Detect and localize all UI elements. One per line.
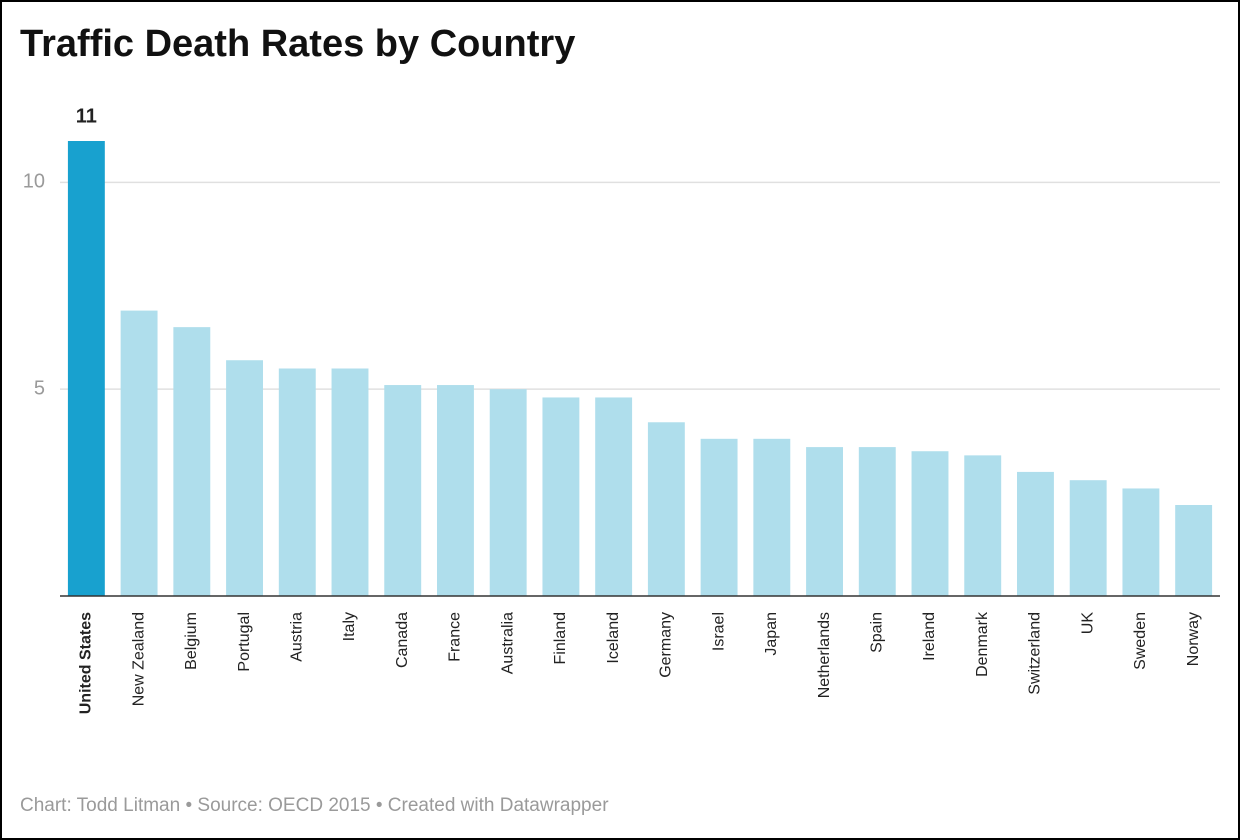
bar bbox=[489, 389, 527, 596]
x-tick-label: Belgium bbox=[183, 612, 200, 670]
x-tick-label: Sweden bbox=[1132, 612, 1149, 670]
x-tick-label: Israel bbox=[710, 612, 727, 651]
x-tick-label: Australia bbox=[499, 612, 516, 674]
bar bbox=[858, 447, 896, 596]
y-tick-label: 10 bbox=[23, 171, 45, 193]
bar bbox=[1017, 471, 1054, 596]
bar bbox=[384, 385, 422, 596]
bar bbox=[278, 368, 316, 596]
x-tick-label: Spain bbox=[868, 612, 885, 653]
bar bbox=[542, 397, 580, 596]
x-tick-label: Switzerland bbox=[1027, 612, 1044, 695]
x-tick-label: Italy bbox=[341, 612, 358, 641]
bar bbox=[647, 422, 685, 596]
x-tick-label: France bbox=[447, 612, 464, 662]
chart-title: Traffic Death Rates by Country bbox=[20, 23, 575, 65]
x-tick-label: Portugal bbox=[236, 612, 253, 672]
bar bbox=[700, 438, 738, 596]
bar bbox=[964, 455, 1002, 596]
bar bbox=[120, 310, 158, 596]
bar bbox=[753, 438, 791, 596]
x-tick-label: UK bbox=[1079, 612, 1096, 635]
x-tick-label: Germany bbox=[658, 612, 675, 678]
bar bbox=[806, 447, 843, 596]
bar bbox=[1175, 505, 1213, 596]
value-label: 11 bbox=[76, 105, 97, 127]
x-tick-label: Ireland bbox=[921, 612, 938, 661]
x-tick-label: Norway bbox=[1185, 612, 1202, 666]
bar bbox=[595, 397, 633, 596]
x-tick-label: Finland bbox=[552, 612, 569, 664]
x-tick-label: Japan bbox=[763, 612, 780, 656]
bar bbox=[1122, 488, 1160, 596]
bar bbox=[173, 327, 211, 596]
x-tick-label: Canada bbox=[394, 612, 411, 668]
x-tick-label: Austria bbox=[288, 612, 305, 662]
bar bbox=[911, 451, 949, 596]
bar bbox=[226, 360, 263, 596]
bar bbox=[67, 141, 105, 596]
x-tick-label: United States bbox=[78, 612, 95, 714]
x-tick-label: Iceland bbox=[605, 612, 622, 664]
bar bbox=[331, 368, 369, 596]
x-tick-label: New Zealand bbox=[130, 612, 147, 706]
y-tick-label: 5 bbox=[34, 377, 45, 399]
x-tick-label: Netherlands bbox=[816, 612, 833, 698]
bar bbox=[1069, 480, 1107, 596]
bar bbox=[437, 385, 474, 596]
footer: Chart: Todd Litman • Source: OECD 2015 •… bbox=[20, 795, 609, 816]
x-tick-label: Denmark bbox=[974, 611, 991, 677]
